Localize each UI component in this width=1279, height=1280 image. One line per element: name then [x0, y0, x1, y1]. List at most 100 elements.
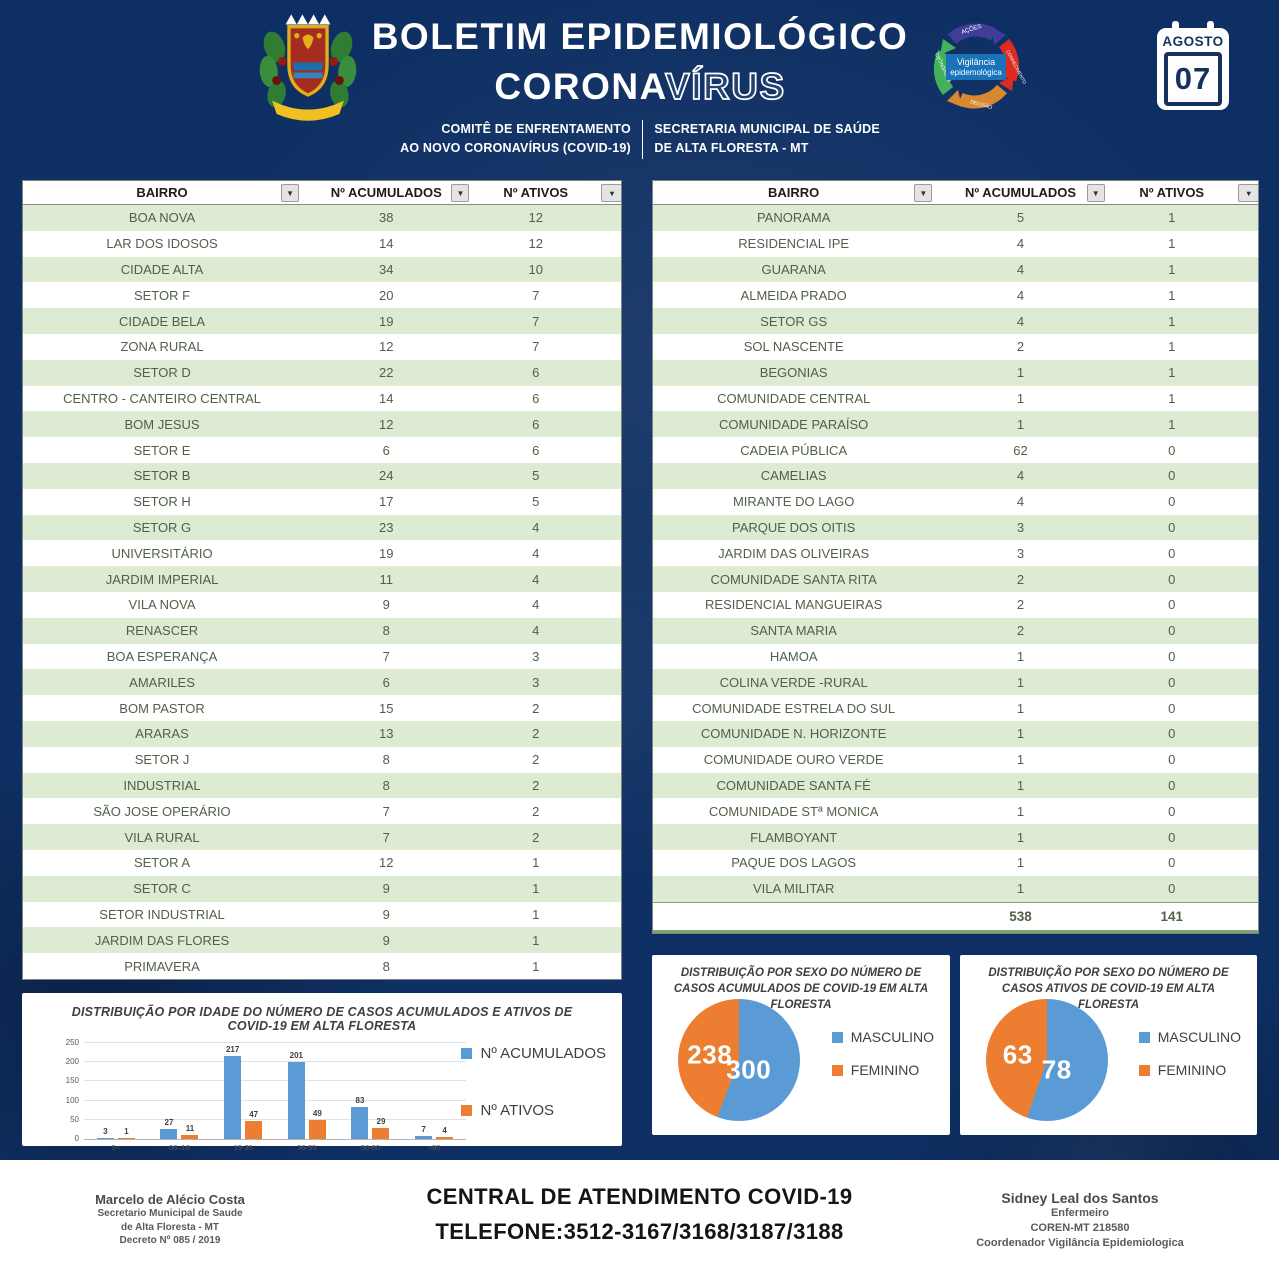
cell-bairro: LAR DOS IDOSOS	[106, 236, 218, 252]
pie-chart-title: DISTRIBUIÇÃO POR SEXO DO NÚMERO DE CASOS…	[673, 967, 929, 1012]
cell-bairro: PARQUE DOS OITIS	[732, 519, 856, 535]
cell-ativos: 3	[532, 648, 540, 664]
cell-acumulados: 62	[1013, 442, 1028, 458]
pie-chart-accumulated: 300 238	[678, 999, 800, 1121]
table-row: BEGONIAS 1 1	[653, 359, 1258, 386]
bar-value-label: 4	[442, 1126, 447, 1136]
cell-bairro: FLAMBOYANT	[750, 829, 838, 845]
cell-bairro: SOL NASCENTE	[743, 339, 844, 355]
cell-bairro: SETOR H	[133, 494, 191, 510]
filter-dropdown-ativos[interactable]: ▾	[601, 184, 621, 202]
filter-dropdown-ativos[interactable]: ▾	[1237, 184, 1258, 202]
cell-ativos: 2	[532, 803, 540, 819]
x-axis-label: >80	[427, 1143, 441, 1152]
table-row: ALMEIDA PRADO 4 1	[653, 282, 1258, 309]
cell-acumulados: 19	[379, 313, 394, 329]
cell-ativos: 2	[532, 777, 540, 793]
table-row: PRIMAVERA 8 1	[23, 953, 621, 979]
filter-dropdown-acumulados[interactable]: ▼	[1086, 184, 1105, 202]
cell-acumulados: 2	[1016, 571, 1025, 587]
pie-legend: MASCULINO FEMININO	[831, 1029, 934, 1078]
left-signature-block: Marcelo de Alécio Costa Secretario Munic…	[55, 1192, 285, 1248]
cell-bairro: SANTA MARIA	[750, 623, 837, 639]
cell-acumulados: 17	[379, 494, 394, 510]
arrow-head	[940, 39, 956, 55]
table-row: COMUNIDADE N. HORIZONTE 1 0	[653, 720, 1258, 747]
cell-acumulados: 1	[1016, 752, 1025, 768]
cell-bairro: PANORAMA	[756, 210, 831, 226]
column-header-acumulados: Nº ACUMULADOS ▼	[301, 181, 471, 204]
table-row: ARARAS 13 2	[23, 720, 621, 747]
filter-dropdown-bairro[interactable]: ▼	[281, 184, 300, 202]
table-row: COMUNIDADE STª MONICA 1 0	[653, 798, 1258, 825]
date-day: 07	[1174, 61, 1212, 96]
gridline	[84, 1118, 466, 1120]
legend-swatch-blue	[461, 1048, 473, 1059]
bar-ativos	[372, 1127, 390, 1139]
cell-ativos: 1	[532, 932, 540, 948]
cell-bairro: JARDIM DAS OLIVEIRAS	[718, 545, 870, 561]
cell-ativos: 0	[1168, 881, 1176, 897]
sex-distribution-active-panel: DISTRIBUIÇÃO POR SEXO DO NÚMERO DE CASOS…	[960, 955, 1257, 1135]
cell-acumulados: 1	[1016, 390, 1025, 406]
filter-dropdown-acumulados[interactable]: ▼	[451, 184, 470, 202]
vigilancia-epidemiologica-logo: AÇÕES CONHECIMENTO DECISÃO PREVENÇÃO Vig…	[933, 23, 1027, 111]
calendar-peg-icon	[1172, 21, 1179, 34]
table-total-row: 538 141	[653, 901, 1258, 933]
bar-acumulados	[96, 1137, 114, 1139]
footer: Marcelo de Alécio Costa Secretario Munic…	[0, 1160, 1279, 1280]
cell-bairro: RENASCER	[125, 623, 199, 639]
cell-bairro: SETOR INDUSTRIAL	[99, 906, 225, 922]
y-axis-tick: 0	[74, 1134, 79, 1143]
x-axis-label: 36-55	[297, 1143, 317, 1152]
cell-ativos: 7	[532, 313, 540, 329]
cell-ativos: 12	[528, 210, 543, 226]
cell-ativos: 0	[1168, 829, 1176, 845]
y-axis-tick: 150	[65, 1076, 79, 1086]
cell-ativos: 6	[532, 390, 540, 406]
table-row: UNIVERSITÁRIO 19 4	[23, 540, 621, 567]
cell-ativos: 12	[528, 236, 543, 252]
cell-bairro: BOM JESUS	[124, 416, 200, 432]
cell-acumulados: 3	[1016, 545, 1025, 561]
cell-bairro: CIDADE BELA	[119, 313, 206, 329]
cell-acumulados: 11	[379, 571, 394, 587]
pie-value-feminino: 238	[687, 1039, 733, 1070]
filter-dropdown-bairro[interactable]: ▼	[914, 184, 933, 202]
bar-group: 201 49 36-55	[275, 1043, 339, 1152]
signer-name: Sidney Leal dos Santos	[1001, 1190, 1159, 1206]
legend-swatch-blue	[831, 1031, 843, 1043]
pie-value-feminino: 63	[1002, 1039, 1033, 1070]
table-row: LAR DOS IDOSOS 14 12	[23, 230, 621, 257]
cell-ativos: 6	[532, 442, 540, 458]
cell-acumulados: 1	[1016, 777, 1025, 793]
cell-ativos: 4	[532, 571, 540, 587]
table-header-row: BAIRRO ▼ Nº ACUMULADOS ▼ Nº ATIVOS ▾	[23, 181, 621, 205]
cell-bairro: SETOR E	[133, 442, 191, 458]
column-header-ativos: Nº ATIVOS	[503, 185, 569, 200]
cell-acumulados: 4	[1016, 287, 1025, 303]
bar-ativos	[436, 1137, 454, 1139]
cell-bairro: CAMELIAS	[760, 468, 827, 484]
cell-acumulados: 2	[1016, 339, 1025, 355]
bar-group: 27 11 06–18	[148, 1043, 212, 1152]
cell-ativos: 1	[1168, 390, 1176, 406]
x-axis-label: 56-80	[360, 1143, 381, 1152]
cell-bairro: SETOR G	[132, 519, 192, 535]
cell-acumulados: 1	[1016, 674, 1025, 690]
cell-bairro: BOA NOVA	[128, 210, 196, 226]
table-row: PARQUE DOS OITIS 3 0	[653, 514, 1258, 541]
table-row: VILA MILITAR 1 0	[653, 875, 1258, 902]
crest-wreath	[259, 31, 357, 108]
table-row: BOM JESUS 12 6	[23, 411, 621, 438]
cell-acumulados: 24	[379, 468, 394, 484]
arrow-head	[999, 75, 1014, 91]
cell-acumulados: 1	[1016, 803, 1025, 819]
cell-bairro: ARARAS	[135, 726, 189, 742]
bar-acumulados	[160, 1128, 178, 1139]
cell-bairro: SETOR GS	[760, 313, 828, 329]
cell-bairro: COMUNIDADE N. HORIZONTE	[700, 726, 887, 742]
cell-acumulados: 9	[382, 932, 390, 948]
table-row: ZONA RURAL 12 7	[23, 333, 621, 360]
cell-ativos: 0	[1168, 545, 1176, 561]
